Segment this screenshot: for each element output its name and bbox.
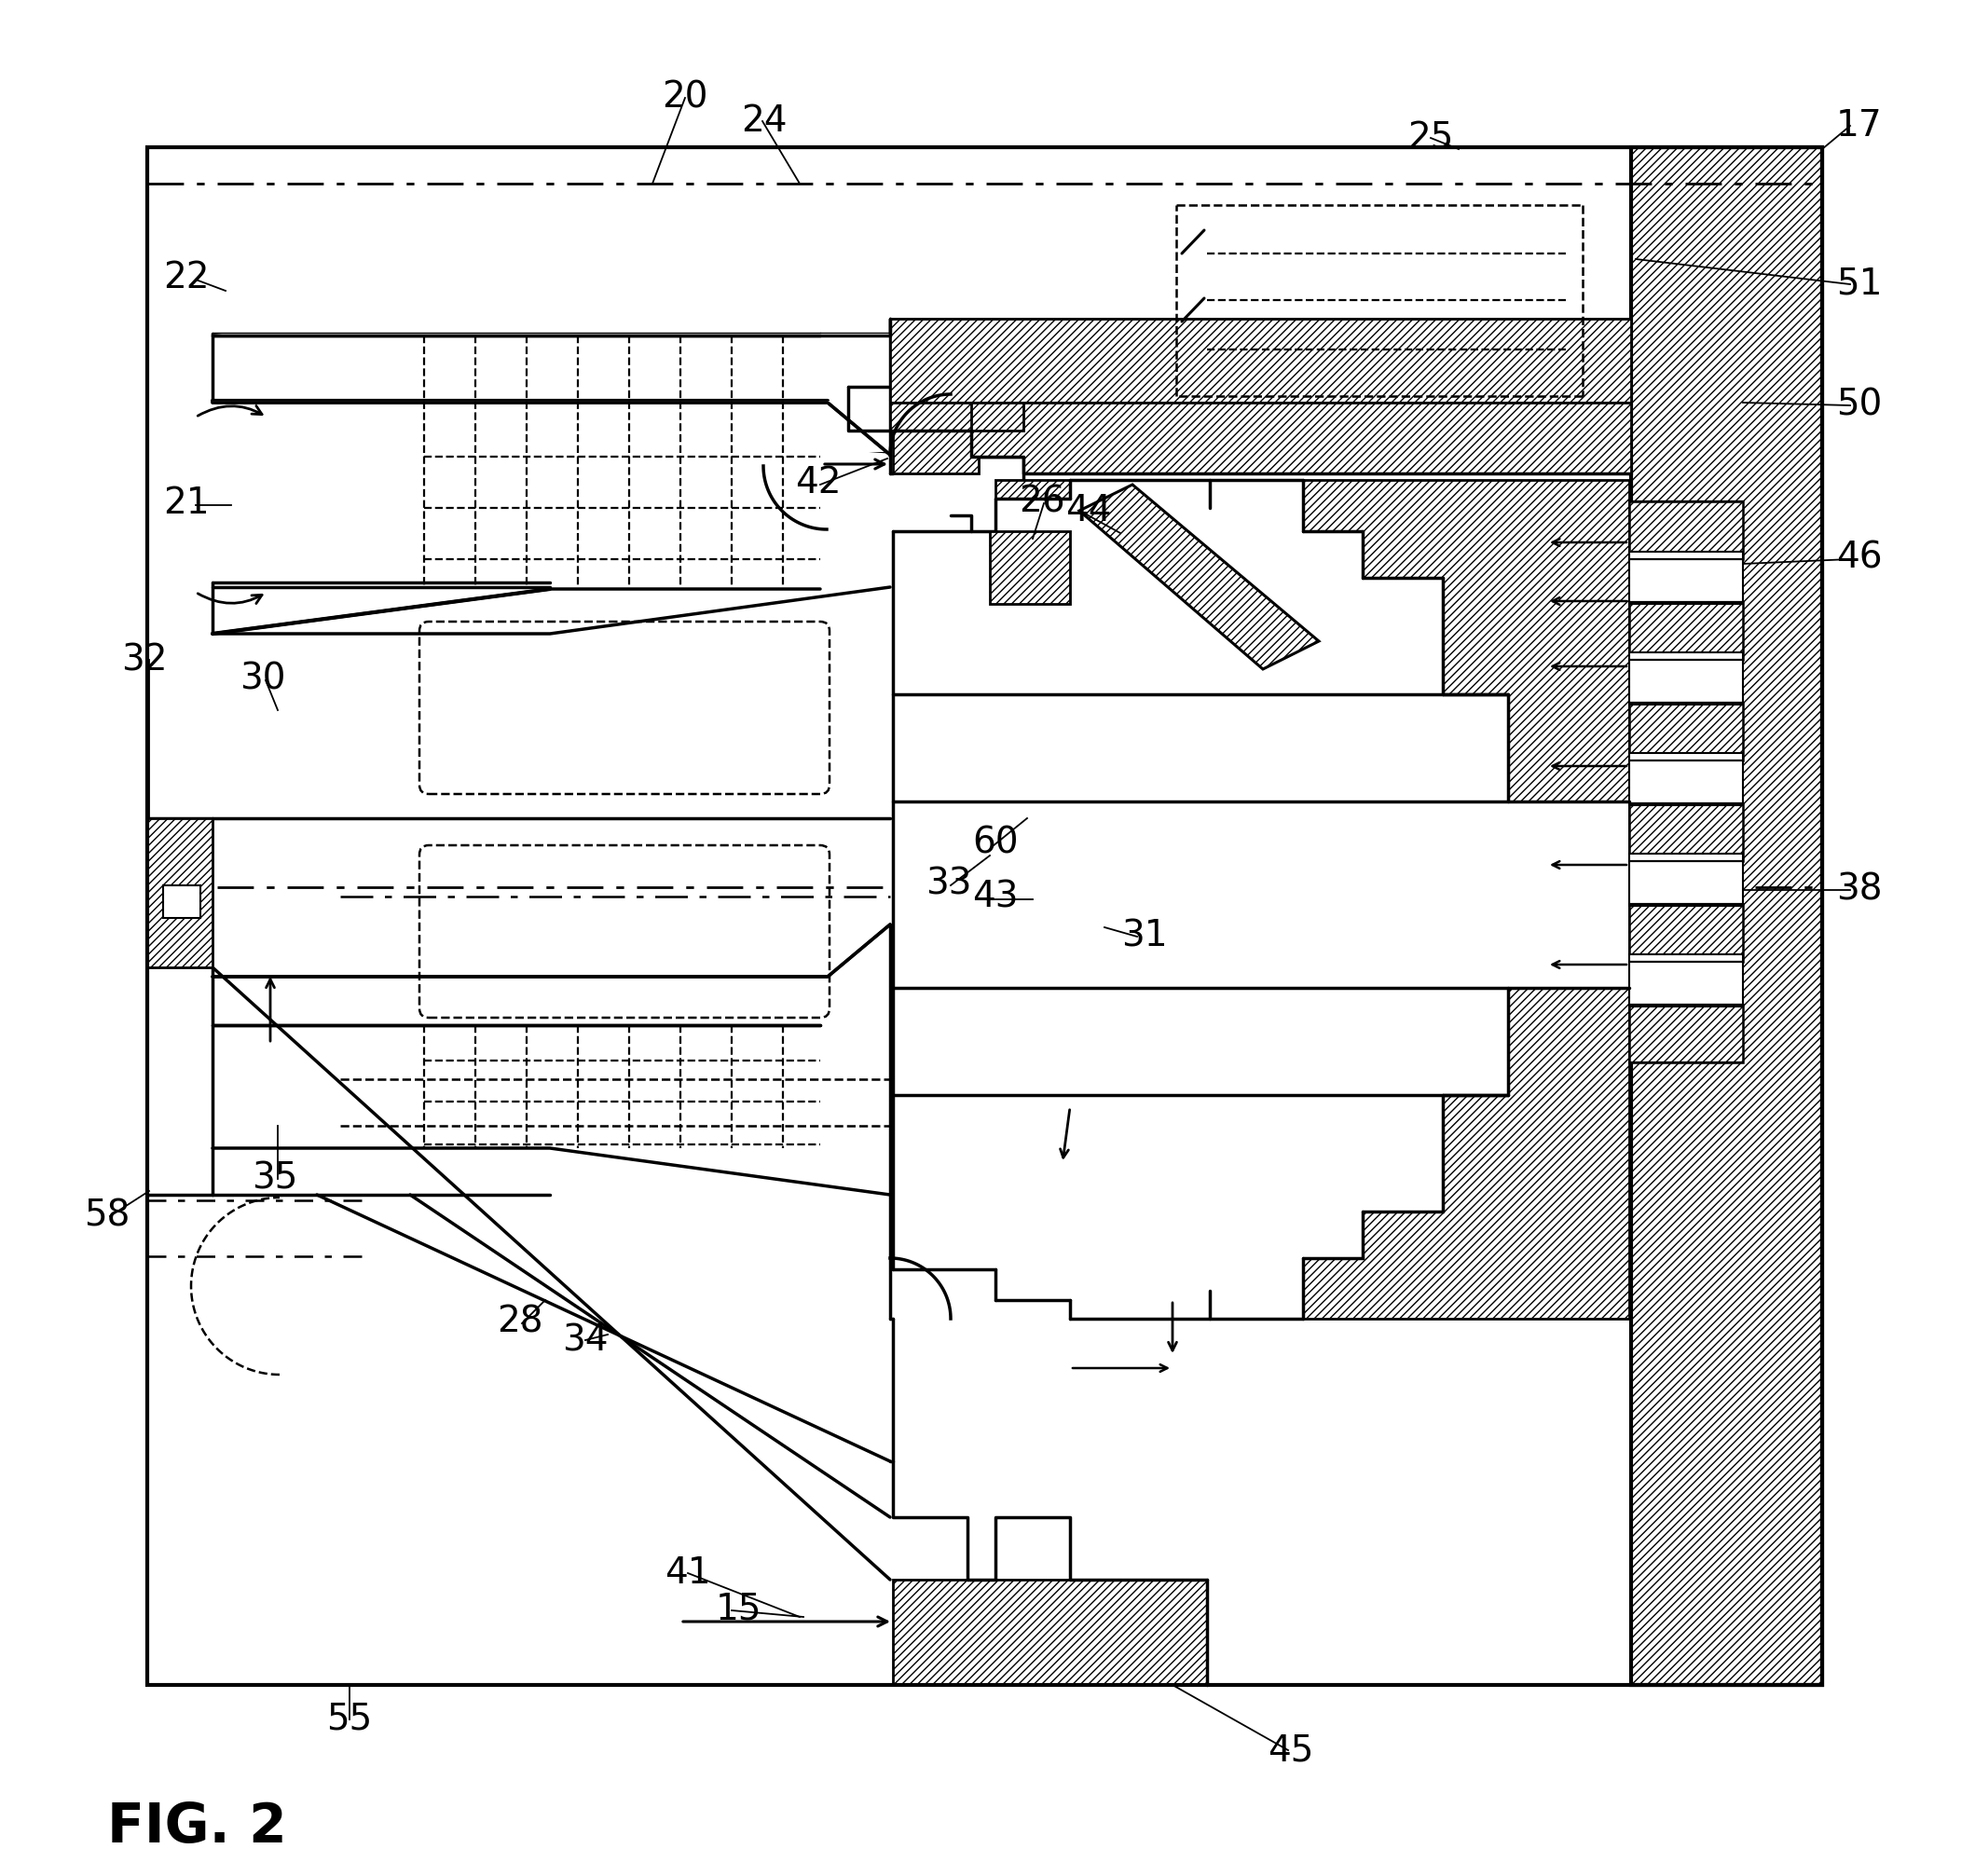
Text: 31: 31 [1122,919,1167,955]
Bar [148,146,1823,1685]
Polygon shape [1629,803,1742,861]
Text: 51: 51 [1837,266,1882,302]
Polygon shape [893,480,1629,1319]
Text: 44: 44 [1066,493,1112,529]
Text: 46: 46 [1837,540,1882,576]
Polygon shape [989,531,1070,604]
Polygon shape [1629,904,1742,962]
Text: 60: 60 [972,825,1019,861]
Text: 15: 15 [715,1591,760,1626]
Text: 45: 45 [1268,1732,1313,1767]
Text: 21: 21 [164,486,209,522]
Polygon shape [1629,501,1742,559]
Polygon shape [891,403,1631,473]
Polygon shape [893,1580,1207,1685]
Polygon shape [1629,653,1742,705]
Text: 30: 30 [239,660,286,696]
Text: 17: 17 [1837,109,1882,144]
Polygon shape [1629,854,1742,906]
Polygon shape [891,319,1631,403]
Polygon shape [164,885,199,917]
Polygon shape [1078,484,1319,670]
Text: 35: 35 [253,1161,298,1197]
Text: 50: 50 [1837,388,1882,424]
Text: 38: 38 [1837,872,1882,908]
Text: 43: 43 [972,878,1019,914]
Polygon shape [1631,146,1823,1685]
Text: 28: 28 [498,1304,543,1339]
Polygon shape [1629,704,1742,760]
Polygon shape [891,403,1631,473]
Polygon shape [1629,552,1742,604]
Polygon shape [891,319,1631,403]
Text: 26: 26 [1019,484,1065,520]
Text: 42: 42 [796,465,841,501]
Text: FIG. 2: FIG. 2 [107,1801,286,1853]
Text: 25: 25 [1408,120,1454,156]
Polygon shape [995,480,1629,801]
Text: 33: 33 [926,867,972,900]
Polygon shape [1211,480,1629,801]
Text: 32: 32 [120,642,168,677]
Polygon shape [1629,752,1742,805]
Text: 24: 24 [741,103,788,139]
Text: 34: 34 [563,1323,608,1358]
Polygon shape [148,818,213,968]
Text: 58: 58 [85,1199,130,1234]
Polygon shape [1629,602,1742,660]
Polygon shape [1629,955,1742,1007]
Polygon shape [213,334,891,503]
Polygon shape [1629,1006,1742,1062]
Text: 41: 41 [666,1555,711,1591]
Text: 22: 22 [164,261,209,295]
Polygon shape [1211,989,1629,1319]
Text: 20: 20 [662,81,709,116]
Text: 55: 55 [326,1702,373,1737]
